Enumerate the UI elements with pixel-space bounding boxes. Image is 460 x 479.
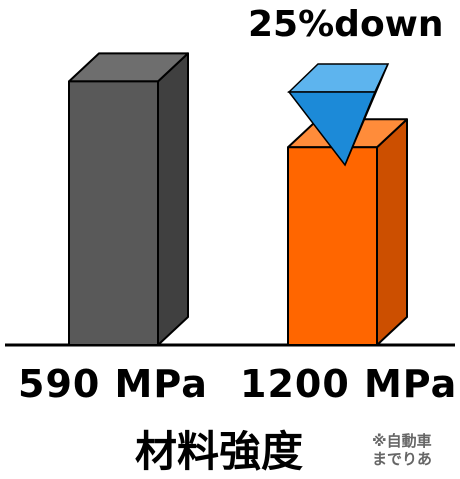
x-axis-title: 材料強度 (135, 427, 304, 476)
source-note: ※自動車 までりあ (372, 432, 432, 468)
down-arrow-icon (287, 63, 390, 167)
bar-2-side (376, 118, 408, 346)
bar-1-front (68, 80, 159, 346)
category-label-1200: 1200 MPa (240, 362, 458, 406)
bar-2-front (287, 146, 378, 346)
source-note-line-2: までりあ (372, 450, 433, 468)
arrow-right-face (344, 63, 389, 166)
bar-1-side (157, 52, 189, 346)
arrow-top-face (287, 63, 390, 93)
category-label-590: 590 MPa (18, 362, 208, 406)
reduction-annotation: 25%down (248, 4, 444, 45)
bar-2 (287, 118, 408, 346)
source-note-line-1: ※自動車 (372, 432, 432, 450)
bar-1 (68, 52, 189, 346)
